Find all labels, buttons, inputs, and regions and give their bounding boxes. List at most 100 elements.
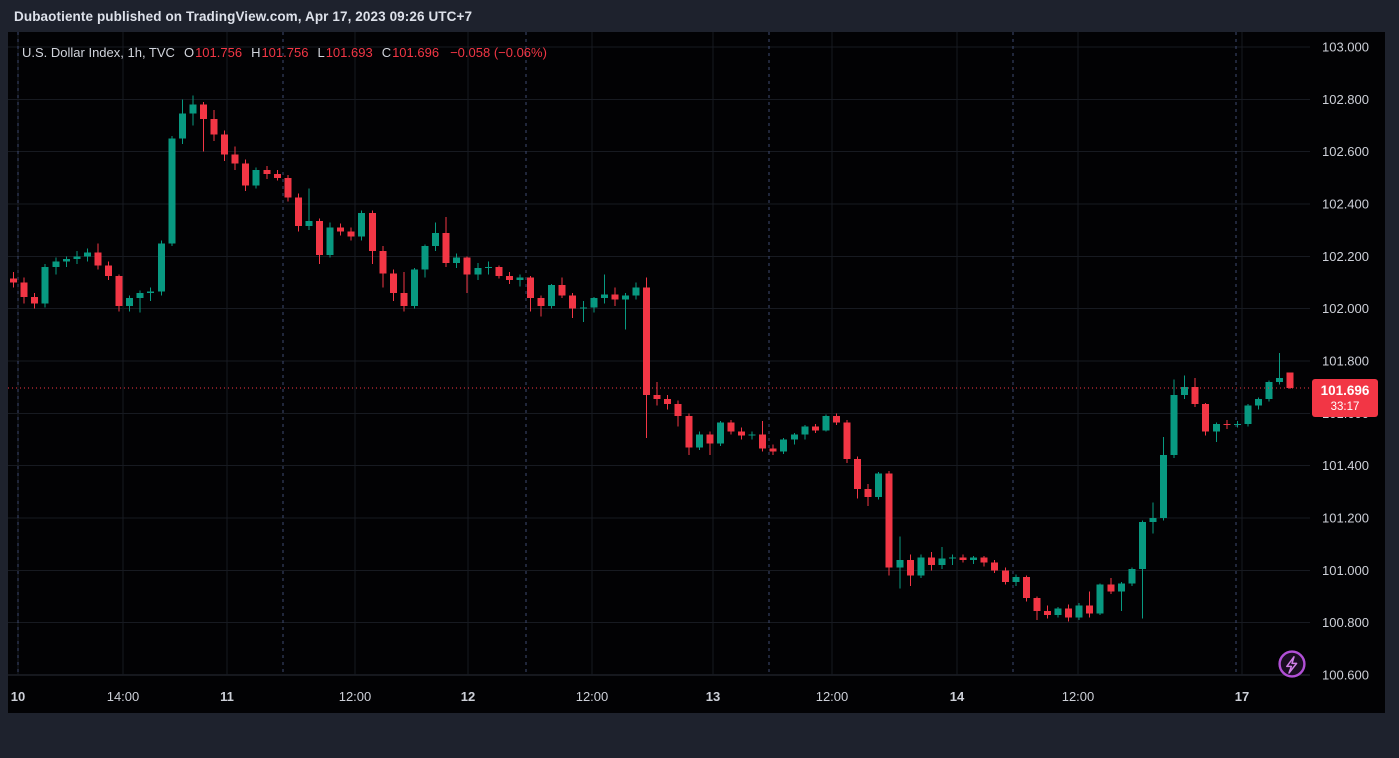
candle-body — [600, 294, 608, 299]
boost-lightning-icon[interactable] — [1276, 648, 1308, 680]
footer-bar: TradingView — [0, 713, 1399, 758]
time-axis-label: 12 — [461, 689, 475, 704]
candle-body — [875, 473, 883, 498]
candle-body — [843, 422, 851, 460]
candle-wick — [624, 292, 626, 330]
price-axis-label: 100.800 — [1322, 615, 1369, 630]
candle-body — [1244, 405, 1252, 424]
price-axis-label: 101.400 — [1322, 458, 1369, 473]
candle-wick — [403, 272, 405, 312]
candle-body — [284, 177, 292, 198]
candle-wick — [582, 300, 584, 322]
candle-wick — [603, 274, 605, 304]
candle-body — [621, 295, 629, 300]
candle-body — [484, 266, 492, 269]
candle-body — [337, 227, 345, 232]
candle-body — [790, 434, 798, 440]
time-axis-label: 10 — [11, 689, 25, 704]
candle-body — [221, 134, 229, 155]
publish-banner: Dubaotiente published on TradingView.com… — [0, 0, 1399, 32]
price-axis-label: 100.600 — [1322, 668, 1369, 683]
candle-body — [864, 489, 872, 498]
candle-body — [906, 559, 914, 576]
candle-body — [421, 245, 429, 270]
candle-body — [1075, 605, 1083, 618]
candle-body — [368, 213, 376, 252]
candle-body — [832, 415, 840, 423]
candle-body — [1191, 387, 1199, 405]
legend-high: H 101.756 — [251, 44, 309, 60]
bar-countdown: 33:17 — [1330, 401, 1360, 413]
candle-body — [1233, 423, 1241, 426]
legend-low: L 101.693 — [317, 44, 373, 60]
candle-wick — [1141, 520, 1143, 619]
candle-body — [474, 268, 482, 275]
candle-body — [716, 422, 724, 444]
candle-body — [347, 231, 355, 237]
time-axis-label: 12:00 — [1062, 689, 1095, 704]
price-axis-label: 102.400 — [1322, 197, 1369, 212]
candle-body — [537, 298, 545, 307]
candle-body — [1096, 584, 1104, 614]
time-axis-label: 12:00 — [576, 689, 609, 704]
candle-body — [31, 296, 39, 304]
candle-body — [389, 273, 397, 293]
candle-wick — [656, 381, 658, 406]
candle-body — [52, 261, 60, 267]
candle-wick — [1279, 353, 1281, 385]
candle-body — [41, 266, 49, 304]
candle-body — [294, 197, 302, 227]
candle-body — [10, 278, 18, 283]
candle-body — [727, 422, 735, 432]
candle-body — [1265, 381, 1273, 399]
candle-body — [949, 557, 956, 559]
candle-body — [505, 275, 513, 280]
candle-wick — [1215, 422, 1217, 443]
candle-body — [105, 265, 112, 276]
candle-body — [1054, 608, 1062, 615]
candle-body — [0, 275, 7, 279]
candle-body — [1160, 455, 1167, 519]
candle-body — [938, 558, 946, 566]
candle-body — [970, 557, 978, 560]
candle-body — [1022, 576, 1030, 598]
candle-body — [178, 113, 186, 139]
time-axis-label: 12:00 — [816, 689, 849, 704]
candle-body — [674, 404, 682, 416]
candle-wick — [202, 101, 204, 152]
candle-body — [231, 154, 239, 164]
candle-body — [980, 557, 988, 563]
candle-body — [664, 398, 672, 405]
candle-body — [115, 275, 123, 307]
candle-body — [558, 285, 566, 296]
candle-body — [643, 287, 651, 396]
candle-body — [1276, 378, 1284, 382]
candle-body — [1043, 610, 1051, 615]
candle-body — [1149, 518, 1157, 522]
candle-wick — [1089, 591, 1091, 618]
candle-body — [927, 557, 935, 566]
candle-body — [126, 298, 134, 307]
time-axis-label: 14 — [950, 689, 965, 704]
candle-body — [780, 439, 788, 452]
candle-body — [273, 173, 281, 178]
candle-wick — [3, 269, 4, 285]
candle-body — [811, 426, 819, 431]
candle-body — [189, 104, 197, 114]
candle-body — [653, 395, 661, 399]
publish-banner-text: Dubaotiente published on TradingView.com… — [14, 8, 473, 24]
candle-body — [1086, 605, 1094, 614]
candle-body — [759, 434, 767, 449]
candle-body — [305, 221, 313, 227]
last-price-value: 101.696 — [1320, 383, 1370, 398]
time-axis-label: 14:00 — [107, 689, 140, 704]
candle-body — [168, 138, 176, 244]
candle-wick — [139, 290, 141, 313]
candle-body — [316, 221, 323, 256]
price-axis-label: 102.200 — [1322, 249, 1369, 264]
candle-wick — [308, 188, 310, 231]
candle-body — [801, 426, 809, 435]
symbol-legend[interactable]: U.S. Dollar Index, 1h, TVC O 101.756 H 101… — [22, 44, 547, 60]
